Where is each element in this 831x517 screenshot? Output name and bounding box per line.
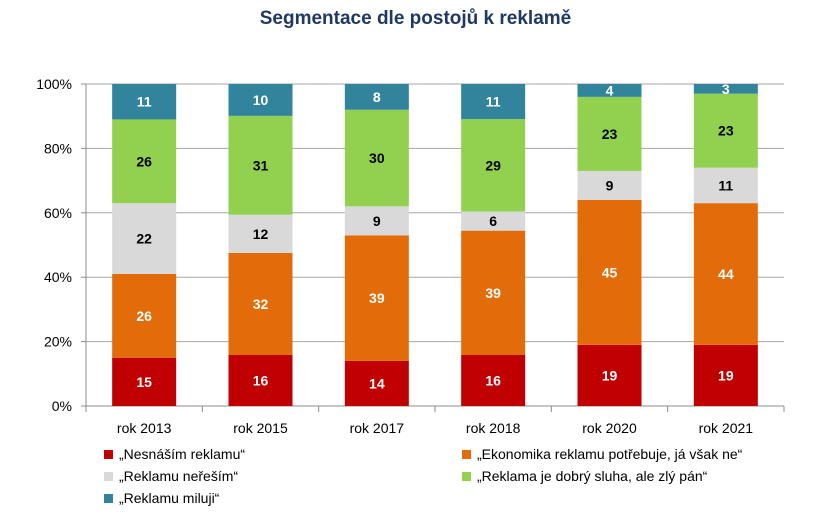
data-label: 30 (369, 150, 385, 166)
data-label: 11 (486, 94, 501, 110)
legend-item-ekonomika: „Ekonomika reklamu potřebuje, já však ne… (462, 446, 742, 462)
data-label: 8 (373, 89, 381, 105)
bar-segment-4-1 (577, 199, 642, 345)
legend-label: „Reklama je dobrý sluha, ale zlý pán“ (477, 468, 708, 484)
data-label: 16 (253, 372, 269, 388)
bar-segment-2-1 (344, 235, 409, 361)
bar-segment-0-0 (112, 357, 177, 406)
bar-segment-3-2 (461, 211, 526, 231)
legend-item-neresim: „Reklamu neřeším“ (104, 468, 238, 484)
data-label: 4 (606, 82, 614, 98)
x-tick-label: rok 2021 (699, 420, 754, 436)
data-label: 11 (137, 94, 152, 110)
bar-segment-3-3 (461, 119, 526, 212)
y-tick-label: 100% (36, 76, 72, 92)
bar-segment-5-0 (693, 344, 758, 406)
bar-segment-3-1 (461, 230, 526, 355)
bar-segment-4-3 (577, 96, 642, 171)
bar-segment-5-2 (693, 167, 758, 204)
bar-segment-0-3 (112, 119, 177, 204)
legend-item-nesnasim: „Nesnáším reklamu“ (104, 446, 245, 462)
bar-segment-5-3 (693, 93, 758, 168)
bar-segment-4-0 (577, 344, 642, 406)
chart-title: Segmentace dle postojů k reklamě (259, 8, 572, 29)
data-label: 31 (253, 157, 269, 173)
legend-item-sluha: „Reklama je dobrý sluha, ale zlý pán“ (462, 468, 707, 484)
data-label: 32 (253, 296, 269, 312)
data-label: 19 (718, 367, 734, 383)
x-tick-label: rok 2013 (117, 420, 172, 436)
bar-segment-5-4 (693, 84, 758, 94)
legend-swatch (462, 471, 471, 481)
y-tick-label: 0% (52, 398, 72, 414)
x-tick-label: rok 2020 (582, 420, 637, 436)
legend-label: „Reklamu neřeším“ (119, 468, 239, 484)
data-label: 23 (718, 123, 734, 139)
legend-swatch (462, 449, 471, 459)
legend-swatch (104, 471, 113, 481)
bar-segment-1-2 (228, 214, 293, 253)
data-label: 10 (253, 92, 269, 108)
bar-segment-3-4 (461, 84, 526, 120)
bar-segment-1-0 (228, 354, 293, 406)
data-label: 3 (722, 81, 730, 97)
legend-label: „Ekonomika reklamu potřebuje, já však ne… (477, 446, 743, 462)
bar-segment-0-1 (112, 273, 177, 358)
data-label: 15 (136, 374, 152, 390)
legend-item-miluji: „Reklamu miluji“ (104, 490, 219, 506)
data-label: 23 (602, 126, 618, 142)
data-label: 14 (369, 375, 385, 391)
data-label: 12 (253, 226, 269, 242)
data-label: 39 (485, 285, 501, 301)
bar-segment-2-0 (344, 360, 409, 406)
y-tick-label: 40% (44, 269, 72, 285)
data-label: 9 (373, 213, 381, 229)
bar-segment-1-4 (228, 84, 293, 116)
data-label: 26 (136, 153, 152, 169)
data-label: 22 (136, 231, 152, 247)
bar-segment-4-4 (577, 84, 642, 97)
data-label: 29 (485, 157, 501, 173)
bar-segment-5-1 (693, 203, 758, 345)
data-label: 26 (136, 308, 152, 324)
data-label: 16 (485, 372, 501, 388)
x-tick-label: rok 2018 (466, 420, 521, 436)
bar-segment-2-4 (344, 84, 409, 110)
bar-segment-0-2 (112, 203, 177, 274)
x-tick-label: rok 2017 (350, 420, 405, 436)
bar-segment-0-4 (112, 84, 177, 120)
y-tick-label: 80% (44, 140, 72, 156)
data-label: 9 (606, 177, 614, 193)
data-label: 11 (718, 177, 733, 193)
legend-label: „Nesnáším reklamu“ (119, 446, 246, 462)
data-label: 6 (489, 213, 497, 229)
data-label: 39 (369, 290, 385, 306)
bar-segment-1-1 (228, 252, 293, 355)
legend-swatch (104, 493, 113, 503)
x-tick-label: rok 2015 (233, 420, 288, 436)
legend-label: „Reklamu miluji“ (119, 490, 220, 506)
y-tick-label: 60% (44, 205, 72, 221)
bar-segment-2-3 (344, 109, 409, 207)
y-tick-label: 20% (44, 334, 72, 350)
data-label: 44 (718, 266, 734, 282)
bar-segment-3-0 (461, 354, 526, 406)
data-label: 45 (602, 264, 618, 280)
bar-segment-4-2 (577, 170, 642, 200)
bar-segment-1-3 (228, 115, 293, 215)
bar-segment-2-2 (344, 206, 409, 236)
data-label: 19 (602, 367, 618, 383)
legend-swatch (104, 449, 113, 459)
